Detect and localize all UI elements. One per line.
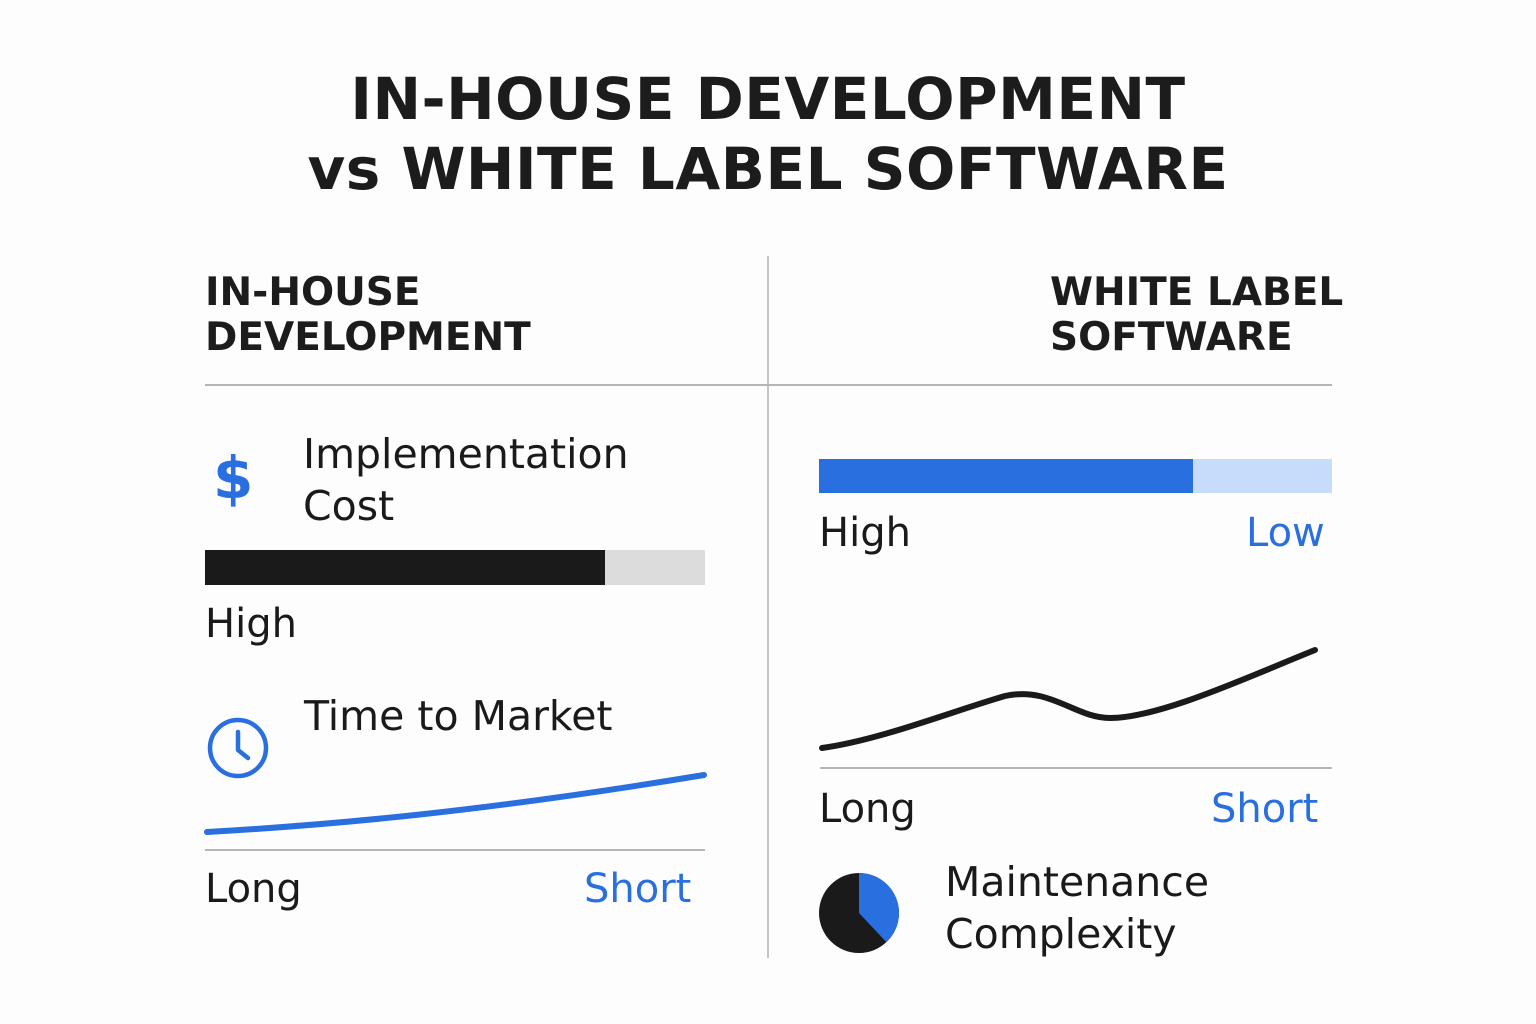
inhouse-cost-value: High — [205, 601, 297, 647]
inhouse-time-long: Long — [205, 866, 302, 912]
maintenance-label-line-1: Maintenance — [945, 858, 1210, 906]
left-column-heading: IN-HOUSE DEVELOPMENT — [205, 270, 531, 360]
inhouse-time-short: Short — [584, 866, 692, 912]
header-rule — [205, 384, 1332, 386]
time-to-market-label: Time to Market — [304, 692, 613, 740]
implementation-cost-label: Implementation Cost — [303, 428, 629, 532]
whitelabel-cost-bar-fill — [819, 459, 1194, 493]
title-line-1: IN-HOUSE DEVELOPMENT — [350, 65, 1186, 133]
clock-icon — [207, 717, 269, 779]
whitelabel-time-short: Short — [1211, 786, 1319, 832]
right-heading-line-1: WHITE LABEL — [1050, 270, 1344, 315]
pie-chart-icon — [819, 873, 899, 953]
maintenance-label-line-2: Complexity — [945, 910, 1177, 958]
right-column-heading: WHITE LABEL SOFTWARE — [1050, 270, 1343, 360]
page-title: IN-HOUSE DEVELOPMENT vs WHITE LABEL SOFT… — [0, 64, 1536, 204]
inhouse-cost-bar — [205, 550, 705, 585]
left-heading-line-1: IN-HOUSE — [205, 270, 421, 315]
inhouse-time-axis — [205, 849, 705, 851]
whitelabel-time-axis — [820, 767, 1332, 769]
whitelabel-cost-bar — [819, 459, 1332, 493]
maintenance-complexity-label: Maintenance Complexity — [945, 856, 1209, 960]
whitelabel-cost-high: High — [819, 510, 911, 556]
cost-label-line-1: Implementation — [303, 430, 629, 478]
whitelabel-time-long: Long — [819, 786, 916, 832]
title-line-2: vs WHITE LABEL SOFTWARE — [307, 135, 1229, 203]
whitelabel-cost-low: Low — [1246, 510, 1325, 556]
right-heading-line-2: SOFTWARE — [1050, 315, 1293, 360]
dollar-icon: $ — [213, 444, 254, 512]
column-divider — [767, 256, 769, 958]
left-heading-line-2: DEVELOPMENT — [205, 315, 531, 360]
pie-highlight-slice — [859, 873, 899, 943]
inhouse-cost-bar-fill — [205, 550, 605, 585]
cost-label-line-2: Cost — [303, 482, 395, 530]
